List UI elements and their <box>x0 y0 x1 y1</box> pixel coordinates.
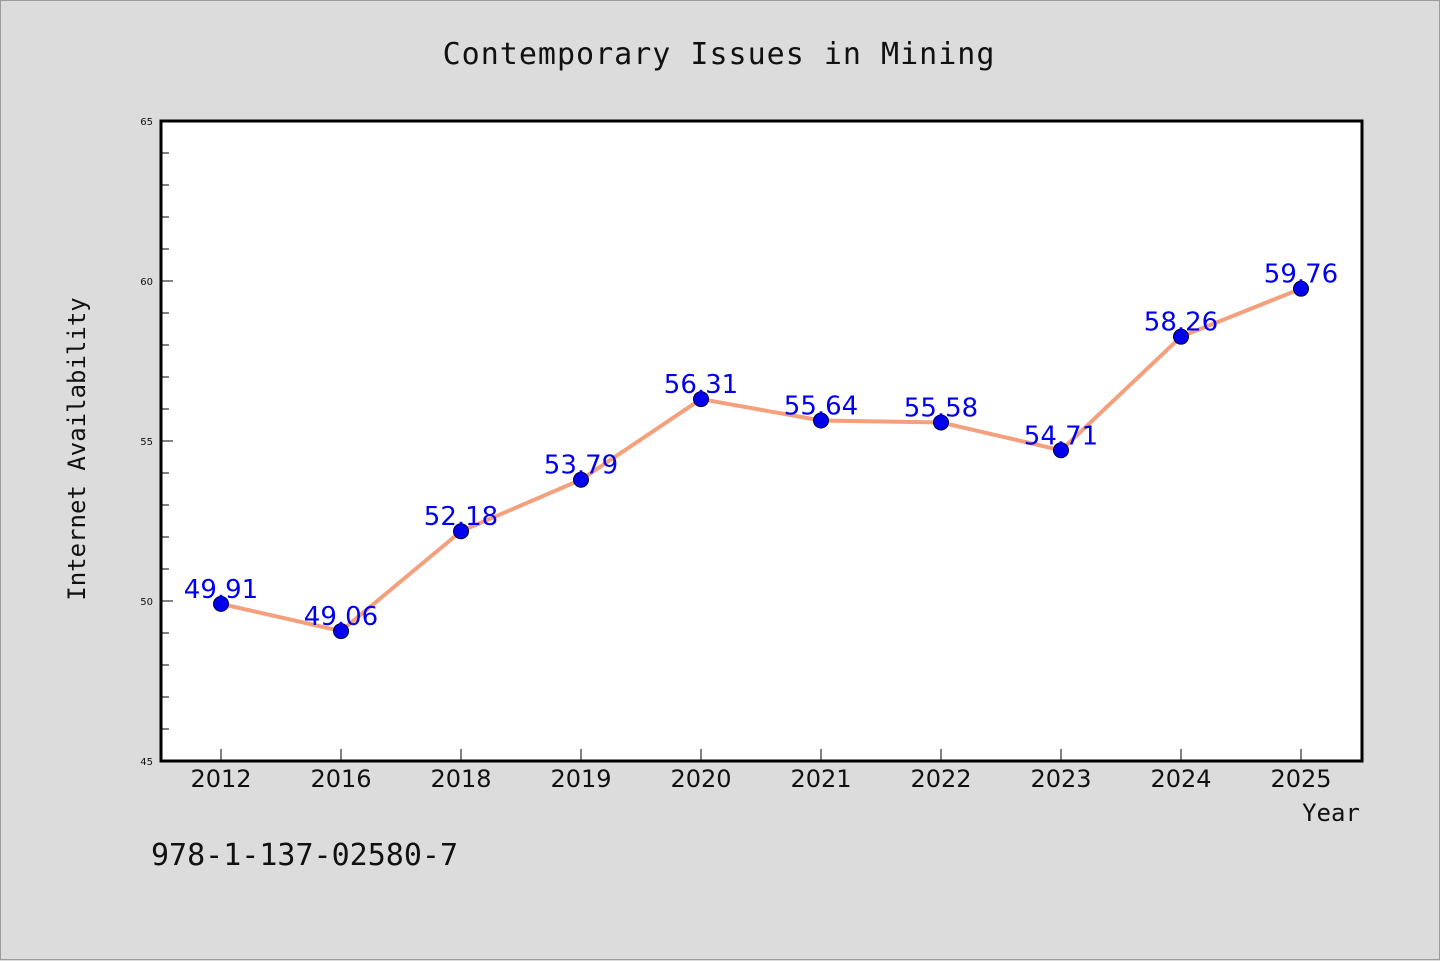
data-point <box>1293 280 1309 297</box>
y-tick-label: 50 <box>140 597 153 608</box>
data-label: 55.58 <box>904 393 978 423</box>
x-tick-label: 2012 <box>190 765 251 793</box>
y-tick-label: 55 <box>140 437 153 448</box>
y-axis: 45 50 55 60 65 <box>140 117 173 768</box>
chart-title: Contemporary Issues in Mining <box>443 37 996 72</box>
x-tick-label: 2024 <box>1150 765 1211 793</box>
data-labels: 49.91 49.06 52.18 53.79 56.31 55.64 55.58 54.71… <box>184 260 1338 632</box>
data-point <box>333 623 349 640</box>
data-point <box>933 414 949 431</box>
x-tick-label: 2023 <box>1030 765 1091 793</box>
series-line <box>220 286 1302 634</box>
y-axis-label: Internet Availability <box>63 297 91 600</box>
data-label: 49.91 <box>184 575 258 605</box>
data-label: 52.18 <box>424 502 498 532</box>
x-tick-label: 2018 <box>430 765 491 793</box>
data-point <box>213 595 229 612</box>
data-point <box>1053 442 1069 459</box>
x-axis: 2012 2016 2018 2019 2020 2021 2022 2023 2024 2025 <box>190 749 1332 793</box>
x-tick-label: 2022 <box>910 765 971 793</box>
y-tick-label: 45 <box>140 757 153 768</box>
data-label: 56.31 <box>664 370 738 400</box>
x-axis-label: Year <box>1302 799 1360 827</box>
isbn-text: 978-1-137-02580-7 <box>151 838 458 873</box>
data-point <box>813 412 829 429</box>
data-label: 55.64 <box>784 392 858 422</box>
series-layer <box>213 280 1309 640</box>
y-tick-label: 65 <box>140 117 153 128</box>
plot-area <box>159 119 1364 763</box>
data-label: 59.76 <box>1264 260 1338 290</box>
data-label: 54.71 <box>1024 421 1098 451</box>
x-tick-label: 2025 <box>1270 765 1331 793</box>
y-tick-label: 60 <box>140 277 153 288</box>
data-point <box>573 471 589 488</box>
x-tick-label: 2016 <box>310 765 371 793</box>
x-tick-label: 2019 <box>550 765 611 793</box>
data-point <box>1173 328 1189 345</box>
data-label: 53.79 <box>544 451 618 481</box>
x-tick-label: 2021 <box>790 765 851 793</box>
x-tick-label: 2020 <box>670 765 731 793</box>
data-label: 49.06 <box>304 602 378 632</box>
data-point <box>453 523 469 540</box>
data-label: 58.26 <box>1144 308 1218 338</box>
data-point <box>693 391 709 408</box>
